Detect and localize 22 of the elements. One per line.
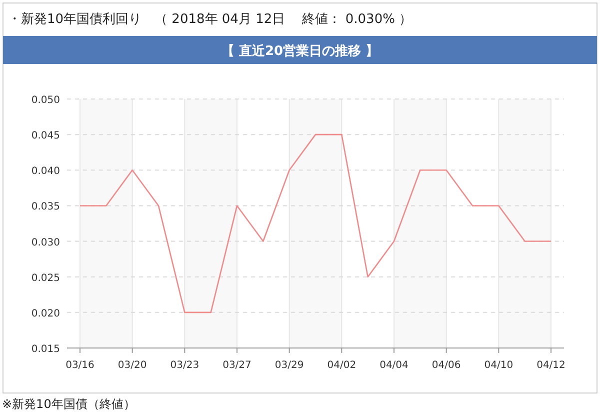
line-series [79,134,552,314]
y-tick-label: 0.015 [31,344,60,355]
x-tick-label: 03/23 [170,360,200,371]
x-tick-label: 04/04 [380,360,408,371]
y-tick-label: 0.045 [31,130,60,142]
y-tick-label: 0.035 [31,202,60,213]
y-tick-label: 0.020 [31,308,60,320]
x-tick-label: 03/20 [118,360,147,371]
y-tick-label: 0.040 [31,166,60,178]
x-tick-label: 03/27 [222,360,252,371]
chart-title: ・新発10年国債利回り （ 2018年 04月 12日 終値： 0.030% ） [8,12,412,27]
chart-subtitle: 【 直近20営業日の推移 】 [221,43,379,59]
y-tick-label: 0.050 [31,95,60,106]
x-tick-label: 03/16 [66,360,94,371]
x-tick-label: 04/10 [484,360,514,371]
y-tick-label: 0.030 [31,237,60,248]
text: ※新発10年国債（終値） [2,397,136,411]
x-tick-label: 03/29 [274,360,304,371]
x-tick-label: 04/12 [536,360,566,371]
y-tick-label: 0.025 [31,272,60,284]
x-tick-label: 04/02 [327,360,356,371]
x-tick-label: 04/06 [432,360,461,371]
